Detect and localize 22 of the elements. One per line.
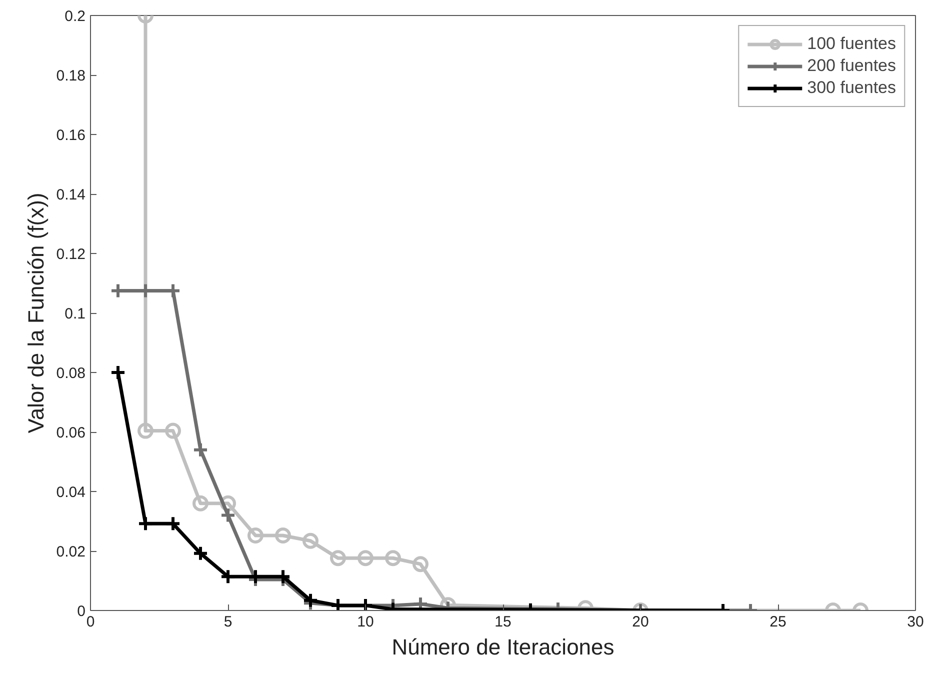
legend-label: 300 fuentes	[807, 78, 896, 98]
y-tick-label: 0	[77, 603, 86, 620]
y-tick-label: 0.06	[56, 424, 86, 442]
legend-label: 200 fuentes	[807, 56, 896, 76]
x-axis-title: Número de Iteraciones	[392, 634, 614, 660]
y-tick-label: 0.08	[56, 365, 86, 382]
y-tick-label: 0.2	[64, 8, 86, 25]
y-tick-label: 0.14	[56, 186, 86, 204]
y-tick-label: 0.18	[56, 68, 86, 84]
x-tick-label: 10	[357, 614, 374, 630]
y-tick-label: 0.02	[56, 544, 86, 560]
x-tick-label: 15	[494, 614, 512, 630]
x-tick-label: 5	[224, 614, 232, 630]
y-tick-label: 0.16	[56, 127, 86, 144]
x-tick-label: 30	[907, 614, 924, 630]
x-tick-label: 20	[632, 614, 649, 630]
legend-label: 100 fuentes	[807, 34, 896, 54]
y-tick-label: 0.04	[56, 484, 86, 501]
y-axis-title: Valor de la Función (f(x))	[23, 192, 48, 434]
y-tick-label: 0.1	[64, 306, 86, 322]
x-tick-label: 25	[770, 614, 786, 630]
y-tick-label: 0.12	[56, 246, 86, 263]
